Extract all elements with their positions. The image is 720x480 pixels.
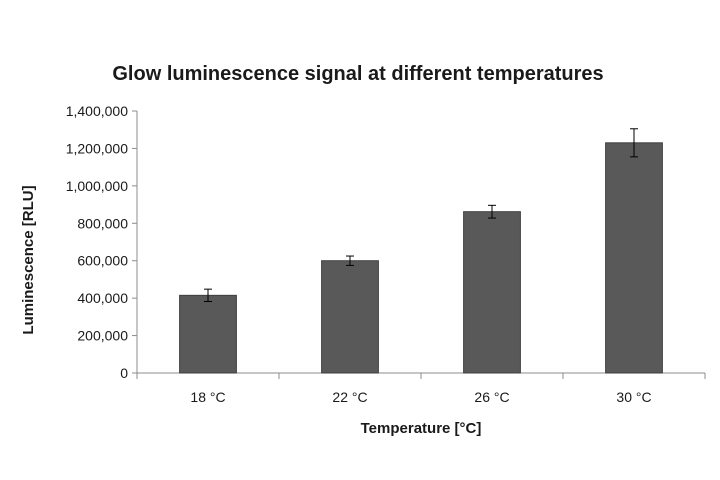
chart-title: Glow luminescence signal at different te… (112, 63, 603, 85)
y-axis-label: Luminescence [RLU] (20, 185, 37, 334)
x-axis: 18 °C 22 °C 26 °C 30 °C (136, 372, 706, 405)
bar-2 (321, 260, 379, 374)
y-tick-label: 1,400,000 (66, 103, 128, 119)
error-bar-1 (204, 288, 212, 303)
y-tick-label: 200,000 (77, 328, 128, 344)
x-tick-label: 30 °C (616, 389, 651, 405)
error-bar-3 (488, 204, 496, 219)
bars (179, 142, 663, 374)
y-tick-label: 1,000,000 (66, 178, 128, 194)
y-tick-label: 0 (120, 365, 128, 381)
bar-3 (463, 211, 521, 374)
bar-1 (179, 294, 237, 374)
error-bars (204, 128, 638, 303)
x-tick-label: 18 °C (190, 389, 225, 405)
error-bar-4 (630, 128, 638, 158)
y-tick-label: 800,000 (77, 215, 128, 231)
y-axis: 0 200,000 400,000 600,000 800,000 1,000,000 1,… (66, 103, 138, 381)
x-axis-label: Temperature [°C] (361, 420, 482, 437)
error-bar-2 (346, 255, 354, 266)
y-tick-label: 400,000 (77, 290, 128, 306)
y-tick-label: 1,200,000 (66, 140, 128, 156)
y-tick-label: 600,000 (77, 253, 128, 269)
x-tick-label: 26 °C (474, 389, 509, 405)
x-tick-label: 22 °C (332, 389, 367, 405)
bar-4 (605, 142, 663, 374)
